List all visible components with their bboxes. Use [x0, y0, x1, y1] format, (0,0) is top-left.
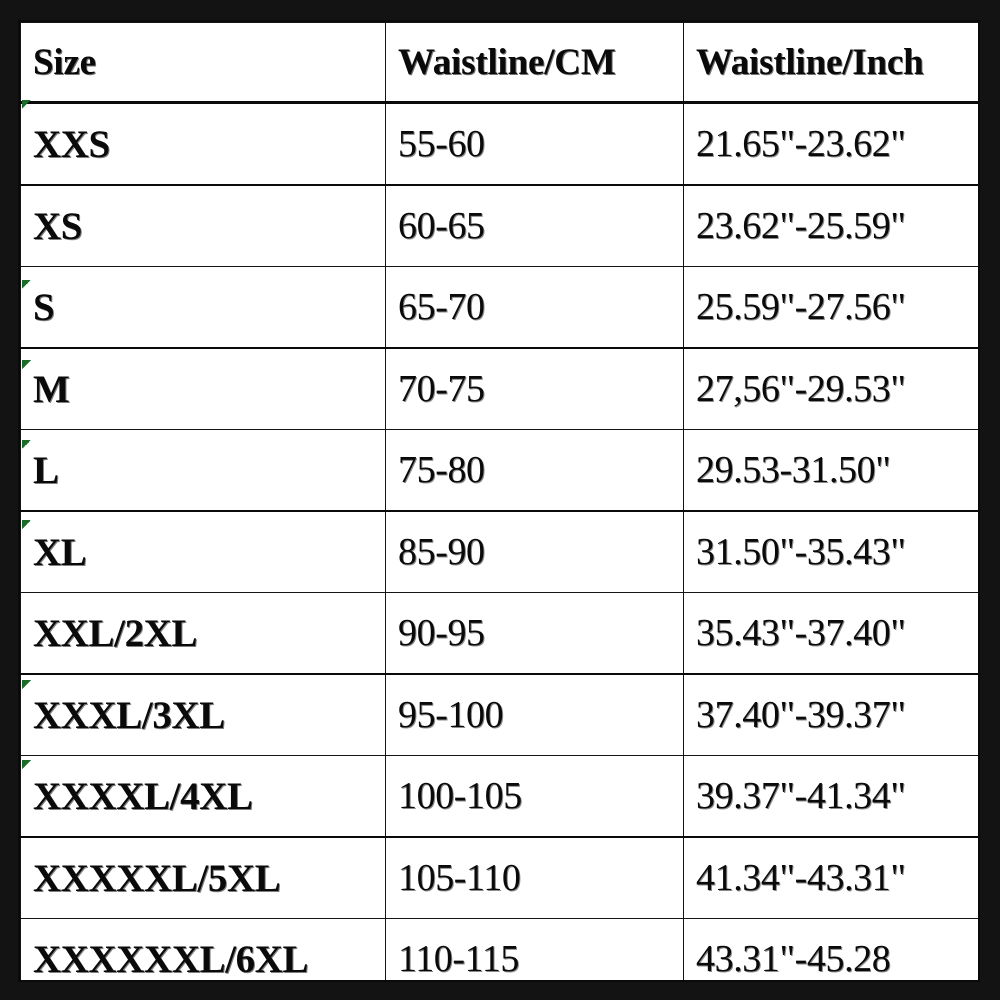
table-row: M 70-75 27,56"-29.53" — [20, 347, 978, 430]
cell-waistline-inch: 37.40"-39.37" — [683, 673, 978, 756]
table-row: XS 60-65 23.62"-25.59" — [20, 184, 978, 267]
cell-waistline-cm: 75-80 — [385, 429, 684, 512]
table-row: XXXXXXL/6XL 110-115 43.31"-45.28 — [20, 918, 978, 980]
cell-size: XXXXXL/5XL — [20, 836, 386, 919]
size-chart-frame: Size Waistline/CM Waistline/Inch XXS 55-6… — [18, 20, 980, 982]
table-row: XXL/2XL 90-95 35.43"-37.40" — [20, 592, 978, 675]
cell-size: XS — [20, 184, 386, 267]
cell-waistline-inch: 31.50"-35.43" — [683, 510, 978, 593]
cell-waistline-cm: 90-95 — [385, 592, 684, 675]
table-row: XXXL/3XL 95-100 37.40"-39.37" — [20, 673, 978, 756]
table-row: XXS 55-60 21.65"-23.62" — [20, 102, 978, 186]
cell-waistline-inch: 39.37"-41.34" — [683, 755, 978, 838]
table-header: Size Waistline/CM Waistline/Inch — [20, 22, 978, 104]
cell-size: M — [20, 347, 386, 430]
cell-waistline-inch: 35.43"-37.40" — [683, 592, 978, 675]
cell-waistline-cm: 100-105 — [385, 755, 684, 838]
table-row: XL 85-90 31.50"-35.43" — [20, 510, 978, 593]
header-row: Size Waistline/CM Waistline/Inch — [20, 22, 978, 104]
cell-waistline-cm: 70-75 — [385, 347, 684, 430]
cell-size: XL — [20, 510, 386, 593]
cell-waistline-cm: 65-70 — [385, 266, 684, 349]
cell-waistline-inch: 43.31"-45.28 — [683, 918, 978, 980]
column-header-waistline-inch: Waistline/Inch — [683, 22, 978, 104]
cell-waistline-cm: 105-110 — [385, 836, 684, 919]
size-chart-table: Size Waistline/CM Waistline/Inch XXS 55-6… — [20, 22, 978, 980]
cell-waistline-cm: 110-115 — [385, 918, 684, 980]
table-row: XXXXL/4XL 100-105 39.37"-41.34" — [20, 755, 978, 838]
cell-waistline-cm: 55-60 — [385, 102, 684, 186]
table-row: S 65-70 25.59"-27.56" — [20, 266, 978, 349]
cell-size: XXS — [20, 102, 386, 186]
cell-waistline-inch: 21.65"-23.62" — [683, 102, 978, 186]
cell-size: XXXXL/4XL — [20, 755, 386, 838]
cell-waistline-cm: 95-100 — [385, 673, 684, 756]
cell-waistline-inch: 41.34"-43.31" — [683, 836, 978, 919]
cell-size: XXXXXXL/6XL — [20, 918, 386, 980]
cell-waistline-inch: 23.62"-25.59" — [683, 184, 978, 267]
cell-size: S — [20, 266, 386, 349]
cell-waistline-cm: 85-90 — [385, 510, 684, 593]
table-row: XXXXXL/5XL 105-110 41.34"-43.31" — [20, 836, 978, 919]
cell-size: L — [20, 429, 386, 512]
cell-size: XXL/2XL — [20, 592, 386, 675]
column-header-size: Size — [20, 22, 386, 104]
table-body: XXS 55-60 21.65"-23.62" XS 60-65 23.62"-25.59… — [20, 102, 978, 980]
cell-waistline-cm: 60-65 — [385, 184, 684, 267]
cell-waistline-inch: 29.53-31.50" — [683, 429, 978, 512]
table-row: L 75-80 29.53-31.50" — [20, 429, 978, 512]
column-header-waistline-cm: Waistline/CM — [385, 22, 684, 104]
cell-size: XXXL/3XL — [20, 673, 386, 756]
cell-waistline-inch: 25.59"-27.56" — [683, 266, 978, 349]
cell-waistline-inch: 27,56"-29.53" — [683, 347, 978, 430]
